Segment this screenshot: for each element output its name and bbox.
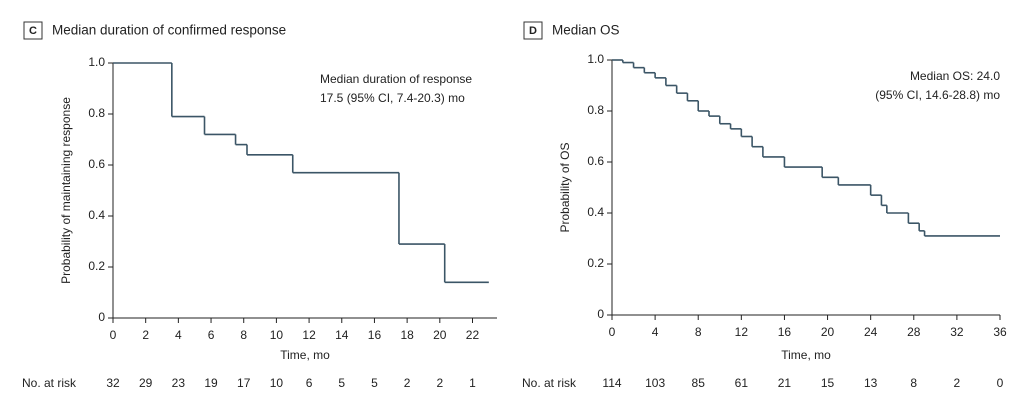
panel-box bbox=[523, 21, 543, 40]
x-tick-label: 12 bbox=[735, 325, 749, 339]
at-risk-count: 23 bbox=[172, 376, 186, 390]
x-tick-label: 8 bbox=[240, 328, 247, 342]
y-tick-label: 0.4 bbox=[587, 205, 604, 219]
y-axis-label: Probability of maintaining response bbox=[59, 97, 73, 284]
at-risk-count: 1 bbox=[469, 376, 476, 390]
x-tick-label: 14 bbox=[335, 328, 349, 342]
x-tick-label: 12 bbox=[302, 328, 316, 342]
x-tick-label: 22 bbox=[466, 328, 480, 342]
at-risk-count: 21 bbox=[778, 376, 792, 390]
y-tick-label: 1.0 bbox=[587, 52, 604, 66]
at-risk-count: 103 bbox=[645, 376, 665, 390]
at-risk-label: No. at risk bbox=[522, 376, 577, 390]
y-tick-label: 0 bbox=[597, 307, 604, 321]
at-risk-count: 32 bbox=[106, 376, 120, 390]
at-risk-count: 6 bbox=[306, 376, 313, 390]
x-tick-label: 0 bbox=[110, 328, 117, 342]
at-risk-count: 85 bbox=[692, 376, 706, 390]
x-tick-label: 20 bbox=[433, 328, 447, 342]
at-risk-count: 8 bbox=[910, 376, 917, 390]
at-risk-count: 5 bbox=[338, 376, 345, 390]
x-tick-label: 16 bbox=[368, 328, 382, 342]
x-tick-label: 20 bbox=[821, 325, 835, 339]
at-risk-count: 2 bbox=[954, 376, 961, 390]
at-risk-label: No. at risk bbox=[22, 376, 77, 390]
panel-label: D bbox=[529, 25, 537, 37]
x-axis-label: Time, mo bbox=[280, 348, 330, 362]
y-tick-label: 0.8 bbox=[587, 103, 604, 117]
at-risk-count: 19 bbox=[204, 376, 218, 390]
x-tick-label: 2 bbox=[142, 328, 149, 342]
y-tick-label: 0.8 bbox=[88, 106, 105, 120]
annotation: Median duration of response bbox=[320, 72, 472, 86]
x-tick-label: 16 bbox=[778, 325, 792, 339]
at-risk-count: 2 bbox=[436, 376, 443, 390]
y-tick-label: 0.2 bbox=[587, 256, 604, 270]
x-tick-label: 6 bbox=[208, 328, 215, 342]
x-tick-label: 28 bbox=[907, 325, 921, 339]
at-risk-count: 10 bbox=[270, 376, 284, 390]
annotation: Median OS: 24.0 bbox=[910, 69, 1000, 83]
annotation: 17.5 (95% CI, 7.4-20.3) mo bbox=[320, 91, 465, 105]
y-tick-label: 0.6 bbox=[587, 154, 604, 168]
panel-label: C bbox=[29, 25, 37, 37]
x-tick-label: 0 bbox=[609, 325, 616, 339]
y-tick-label: 1.0 bbox=[88, 55, 105, 69]
annotation: (95% CI, 14.6-28.8) mo bbox=[875, 88, 1000, 102]
x-tick-label: 4 bbox=[652, 325, 659, 339]
x-tick-label: 10 bbox=[270, 328, 284, 342]
at-risk-count: 61 bbox=[735, 376, 749, 390]
at-risk-count: 17 bbox=[237, 376, 251, 390]
x-tick-label: 36 bbox=[993, 325, 1007, 339]
x-tick-label: 24 bbox=[864, 325, 878, 339]
y-tick-label: 0 bbox=[98, 310, 105, 324]
at-risk-count: 5 bbox=[371, 376, 378, 390]
y-tick-label: 0.6 bbox=[88, 157, 105, 171]
panel-box bbox=[23, 21, 43, 40]
at-risk-count: 114 bbox=[602, 376, 621, 390]
at-risk-count: 15 bbox=[821, 376, 835, 390]
chart-title: Median OS bbox=[552, 23, 620, 38]
at-risk-count: 13 bbox=[864, 376, 878, 390]
at-risk-count: 0 bbox=[997, 376, 1004, 390]
at-risk-count: 29 bbox=[139, 376, 153, 390]
y-tick-label: 0.2 bbox=[88, 259, 105, 273]
x-tick-label: 32 bbox=[950, 325, 964, 339]
x-tick-label: 18 bbox=[400, 328, 414, 342]
y-axis-label: Probability of OS bbox=[558, 142, 572, 232]
x-tick-label: 8 bbox=[695, 325, 702, 339]
x-tick-label: 4 bbox=[175, 328, 182, 342]
x-axis-label: Time, mo bbox=[781, 348, 831, 362]
y-tick-label: 0.4 bbox=[88, 208, 105, 222]
chart-title: Median duration of confirmed response bbox=[52, 23, 286, 38]
at-risk-count: 2 bbox=[404, 376, 411, 390]
